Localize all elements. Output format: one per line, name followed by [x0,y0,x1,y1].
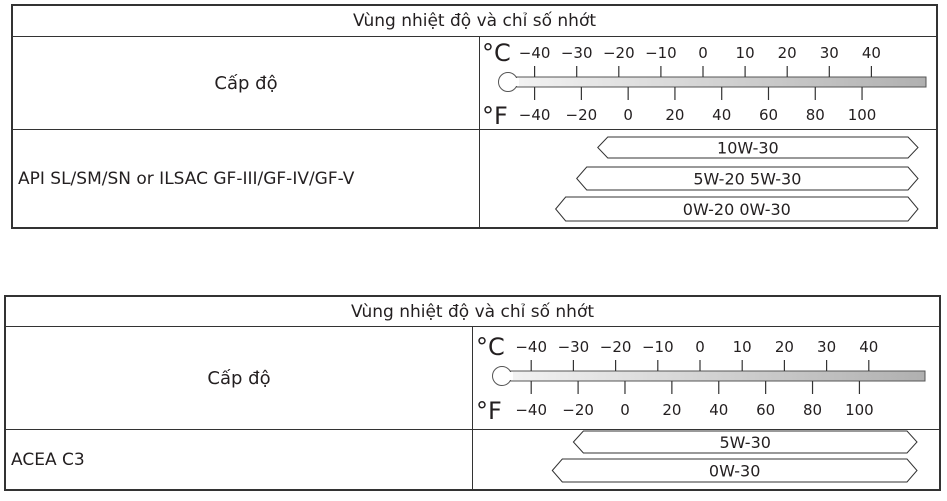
viscosity-grade-label: 5W-30 [719,433,770,452]
thermometer-bar [501,370,926,382]
celsius-tick-label: −10 [645,44,677,62]
grade-header: Cấp độ [13,37,480,130]
celsius-tick-label: 30 [820,44,839,62]
viscosity-range-arrow [597,136,919,159]
celsius-unit: °C [482,39,511,67]
celsius-tick-label: −30 [558,338,590,356]
table-title: Vùng nhiệt độ và chỉ số nhớt [6,297,939,327]
celsius-tick-label: 40 [859,338,878,356]
fahrenheit-tick-label: 100 [848,106,877,124]
celsius-tick-label: 10 [733,338,752,356]
celsius-tick-label: 0 [695,338,705,356]
table-title: Vùng nhiệt độ và chỉ số nhớt [13,6,936,37]
viscosity-grade-label: 0W-30 [709,462,760,481]
fahrenheit-tick-label: 0 [623,106,633,124]
celsius-tick-label: −40 [515,338,547,356]
fahrenheit-tick-label: 100 [845,401,874,419]
celsius-tick-label: 40 [862,44,881,62]
temperature-scale-cell [473,327,939,430]
spec-label: API SL/SM/SN or ILSAC GF-III/GF-IV/GF-V [13,130,480,227]
fahrenheit-tick-label: 80 [806,106,825,124]
fahrenheit-tick-label: 60 [759,106,778,124]
viscosity-grade-label: 5W-20 5W-30 [693,170,801,189]
fahrenheit-tick-label: 60 [756,401,775,419]
viscosity-table-acea: Vùng nhiệt độ và chỉ số nhớt Cấp độ ACEA… [4,295,941,491]
viscosity-grade-label: 10W-30 [717,139,779,158]
fahrenheit-unit: °F [482,102,508,130]
fahrenheit-tick-label: −20 [566,106,598,124]
fahrenheit-tick-label: 0 [620,401,630,419]
celsius-tick-label: −40 [519,44,551,62]
thermometer-bar [507,76,927,88]
bulb-join [511,78,519,86]
celsius-tick-label: −30 [561,44,593,62]
celsius-tick-label: 0 [698,44,708,62]
viscosity-table-api: Vùng nhiệt độ và chỉ số nhớt Cấp độ API … [11,4,938,229]
fahrenheit-tick-label: 20 [662,401,681,419]
celsius-tick-label: 20 [775,338,794,356]
fahrenheit-tick-label: 80 [803,401,822,419]
fahrenheit-tick-label: 40 [709,401,728,419]
celsius-tick-label: 30 [817,338,836,356]
fahrenheit-unit: °F [476,397,502,425]
celsius-unit: °C [476,333,505,361]
fahrenheit-tick-label: 40 [712,106,731,124]
celsius-tick-label: −20 [600,338,632,356]
celsius-tick-label: 10 [736,44,755,62]
temperature-scale-cell [480,37,936,130]
viscosity-grade-label: 0W-20 0W-30 [683,200,791,219]
spec-label: ACEA C3 [6,430,473,489]
celsius-tick-label: 20 [778,44,797,62]
viscosity-range-arrow [572,430,918,454]
fahrenheit-tick-label: 20 [665,106,684,124]
bulb-join [505,372,513,380]
viscosity-range-arrow [554,196,919,222]
fahrenheit-tick-label: −20 [562,401,594,419]
fahrenheit-tick-label: −40 [519,106,551,124]
viscosity-range-arrow [551,458,918,483]
grade-header: Cấp độ [6,327,473,430]
celsius-tick-label: −20 [603,44,635,62]
fahrenheit-tick-label: −40 [515,401,547,419]
viscosity-range-arrow [576,166,919,191]
celsius-tick-label: −10 [642,338,674,356]
